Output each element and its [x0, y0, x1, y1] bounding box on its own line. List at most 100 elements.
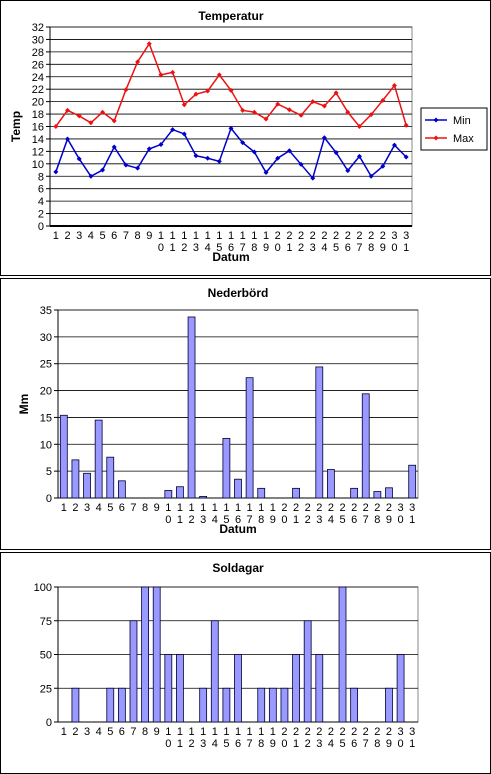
bar [129, 620, 138, 723]
y-tick-label: 12 [32, 146, 44, 158]
marker [65, 136, 71, 142]
marker [275, 101, 281, 107]
legend-label: Max [453, 133, 474, 145]
x-tick-label: 7 [130, 726, 136, 738]
y-tick-label: 2 [38, 209, 44, 221]
bar [292, 654, 300, 723]
marker [321, 135, 327, 141]
bar [408, 464, 417, 499]
marker [345, 168, 351, 174]
y-tick-label: 5 [46, 466, 52, 478]
y-tick-label: 32 [32, 22, 44, 34]
marker [111, 118, 117, 124]
y-tick-label: 16 [32, 122, 44, 134]
marker [286, 148, 292, 154]
y-tick-label: 20 [40, 386, 52, 398]
bar [350, 487, 359, 499]
bar [257, 687, 266, 723]
y-tick-label: 6 [38, 184, 44, 196]
x-tick-label: 7 [130, 502, 136, 514]
chart-title: Soldagar [212, 561, 264, 575]
marker [275, 155, 281, 161]
marker [240, 107, 246, 113]
x-tick-label: 5 [99, 230, 105, 242]
marker [228, 125, 234, 131]
x-tick-label: 4 [88, 230, 94, 242]
marker [170, 69, 176, 75]
marker [333, 150, 339, 156]
y-tick-label: 4 [38, 196, 44, 208]
x-tick-label: 8 [142, 726, 148, 738]
bar [373, 491, 382, 499]
bar [327, 469, 335, 499]
bar [164, 654, 173, 723]
y-tick-label: 0 [46, 493, 52, 505]
legend-label: Min [453, 115, 471, 127]
bar [106, 456, 115, 499]
y-tick-label: 75 [40, 616, 52, 628]
bar [210, 620, 219, 723]
x-tick-label: 9 [146, 230, 152, 242]
bar [152, 586, 161, 723]
marker [368, 173, 374, 179]
bar [385, 687, 393, 723]
bar [280, 687, 289, 723]
marker [146, 41, 152, 47]
bar [59, 414, 68, 499]
y-axis-title: Temp [9, 111, 23, 142]
marker [100, 109, 106, 115]
marker [205, 88, 211, 94]
marker [170, 127, 176, 133]
bar [71, 687, 80, 723]
marker [263, 116, 269, 122]
marker [240, 140, 246, 146]
marker [76, 156, 82, 162]
bar [268, 687, 277, 723]
chart-title: Nederbörd [208, 286, 269, 300]
marker [356, 153, 362, 159]
y-tick-label: 0 [38, 221, 44, 233]
y-tick-label: 25 [40, 359, 52, 371]
marker [135, 59, 141, 65]
marker [88, 173, 94, 179]
marker [146, 146, 152, 152]
x-axis-title: Datum [219, 522, 256, 536]
bar [222, 687, 231, 723]
marker [123, 87, 129, 93]
y-tick-label: 28 [32, 47, 44, 59]
marker [135, 165, 141, 171]
x-tick-label: 3 [84, 726, 90, 738]
marker [380, 97, 386, 103]
bar [94, 419, 103, 499]
marker [391, 82, 397, 88]
chart-title: Temperatur [198, 9, 263, 23]
